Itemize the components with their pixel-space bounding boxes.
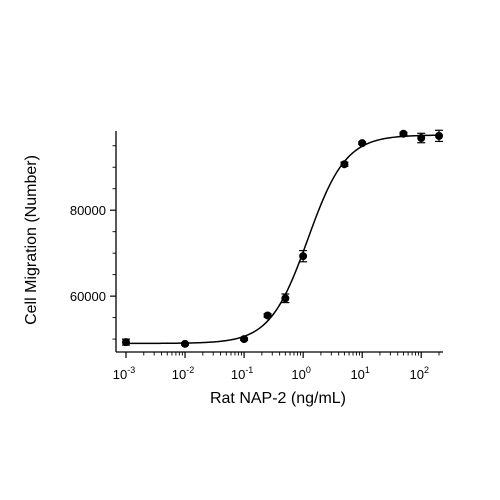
data-point-group bbox=[417, 132, 426, 144]
data-point bbox=[340, 160, 349, 169]
fit-curve-layer bbox=[126, 134, 440, 345]
data-point bbox=[263, 311, 272, 320]
data-point bbox=[399, 129, 408, 138]
data-point-group bbox=[122, 338, 130, 347]
data-point-group bbox=[181, 339, 190, 348]
data-point bbox=[435, 131, 443, 140]
y-tick-label: 80000 bbox=[70, 203, 106, 218]
data-point bbox=[181, 339, 190, 348]
x-tick-label: 100 bbox=[291, 365, 310, 382]
data-point-group bbox=[263, 311, 272, 320]
data-point bbox=[240, 335, 249, 344]
x-tick-label: 10-2 bbox=[172, 365, 194, 382]
axes bbox=[115, 131, 443, 353]
data-point-group bbox=[358, 139, 367, 148]
data-point-group bbox=[435, 129, 443, 143]
data-point-group bbox=[240, 335, 249, 344]
data-points-layer bbox=[122, 129, 443, 348]
y-axis-label: Cell Migration (Number) bbox=[23, 155, 40, 325]
data-point bbox=[358, 139, 367, 148]
x-tick-label: 10-3 bbox=[113, 365, 135, 382]
data-point-group bbox=[399, 129, 408, 138]
x-axis-label: Rat NAP-2 (ng/mL) bbox=[210, 390, 346, 407]
x-tick-label: 101 bbox=[350, 365, 369, 382]
data-point bbox=[281, 294, 290, 303]
x-tick-label: 10-1 bbox=[231, 365, 253, 382]
data-point bbox=[122, 338, 130, 347]
y-tick-label: 60000 bbox=[70, 289, 106, 304]
x-tick-label: 102 bbox=[409, 365, 428, 382]
data-point-group bbox=[281, 293, 290, 304]
data-point bbox=[299, 252, 308, 261]
data-point-group bbox=[340, 160, 349, 169]
data-point bbox=[417, 134, 426, 143]
ticks: 10-3 10-2 10-1 100 101 102 60000 80000 bbox=[70, 145, 440, 382]
data-point-group bbox=[299, 249, 308, 263]
fit-curve bbox=[126, 134, 440, 345]
